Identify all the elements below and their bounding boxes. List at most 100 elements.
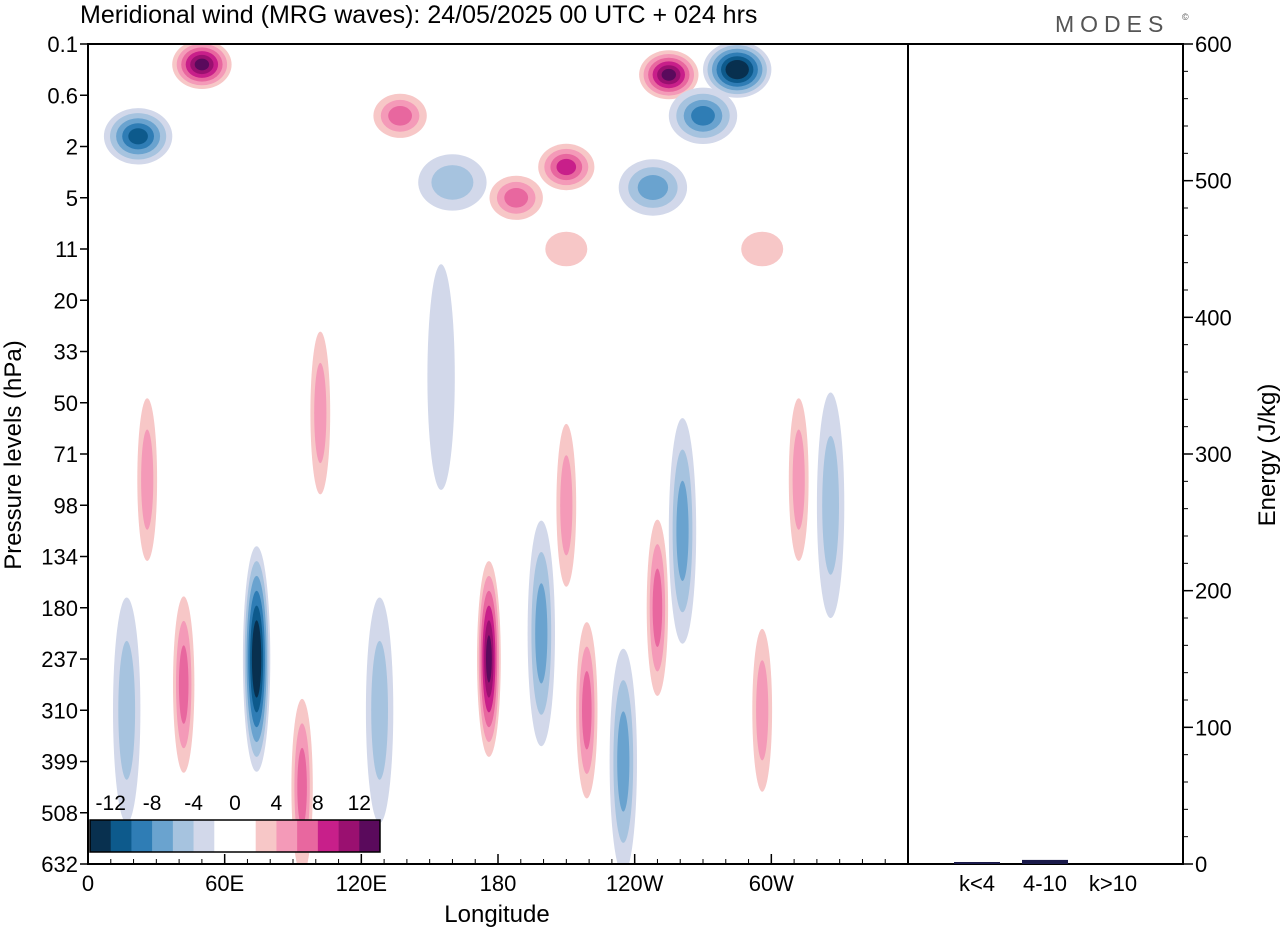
y-tick-label: 237 (41, 647, 78, 672)
heatmap-cell (532, 220, 601, 278)
heatmap-cell (617, 711, 630, 812)
y-axis-label: Pressure levels (hPa) (0, 340, 27, 569)
colorbar-swatch (359, 820, 381, 852)
colorbar-label: 0 (229, 792, 241, 815)
x-tick-label: 60E (205, 871, 244, 896)
x-tick-label: 120W (606, 871, 664, 896)
y-tick-label: 0.6 (47, 83, 78, 108)
heatmap-cell (504, 188, 529, 208)
heatmap-cell (113, 597, 141, 824)
colorbar-swatch (338, 820, 360, 852)
colorbar-swatch (193, 820, 215, 852)
heatmap-cell (668, 87, 738, 144)
heatmap-cell (527, 520, 555, 747)
y-tick-label: 399 (41, 750, 78, 775)
heatmap-cell (475, 546, 503, 772)
x-tick-label: 60W (749, 871, 794, 896)
y-tick-label: 508 (41, 801, 78, 826)
colorbar-label: 8 (312, 792, 324, 815)
heatmap-cell (637, 175, 669, 200)
colorbar-swatch (110, 820, 132, 852)
y-tick-label: 20 (54, 288, 78, 313)
colorbar-swatch (131, 820, 153, 852)
x-tick-label: 120E (336, 871, 387, 896)
heatmap-cell (242, 546, 271, 772)
heatmap-cell (133, 366, 161, 593)
heatmap-cell (371, 640, 388, 780)
heatmap-cell (785, 366, 813, 593)
heatmap-field (103, 44, 845, 864)
energy-category-label: 4-10 (1023, 871, 1067, 896)
colorbar-label: 4 (271, 792, 283, 815)
colorbar-swatch (317, 820, 339, 852)
x-axis: 0 60E 120E 180 120W 60W (82, 854, 909, 896)
heatmap-cell (703, 44, 772, 98)
energy-frame (907, 43, 1184, 865)
heatmap-cell (427, 264, 455, 490)
heatmap-cell (661, 68, 676, 81)
heatmap-cell (288, 674, 316, 864)
heatmap-cell (365, 87, 435, 144)
energy-tick-label: 300 (1195, 442, 1232, 467)
energy-category-label: k>10 (1089, 871, 1137, 896)
x-axis-label: Longitude (444, 901, 549, 928)
energy-tick-label: 0 (1195, 852, 1207, 877)
colorbar-swatch (235, 820, 257, 852)
heatmap-cell (582, 671, 592, 750)
colorbar-swatch (276, 820, 298, 852)
energy-bar (954, 862, 1000, 864)
energy-bars: k<4 4-10 k>10 (954, 859, 1137, 896)
brand-text: MODES (1055, 11, 1169, 37)
heatmap-cell (194, 58, 210, 71)
heatmap-cell (128, 128, 148, 145)
y-tick-label: 71 (54, 442, 78, 467)
y-tick-label: 98 (54, 493, 78, 518)
colorbar-swatch (152, 820, 174, 852)
y-tick-label: 33 (54, 340, 78, 365)
heatmap-cell (668, 418, 697, 644)
y-tick-label: 2 (66, 135, 78, 160)
heatmap-cell (141, 429, 154, 530)
heatmap-cell (634, 46, 703, 103)
energy-tick-label: 100 (1195, 715, 1232, 740)
brand-mark: © (1182, 12, 1189, 22)
brand-logo: MODES © (1055, 11, 1189, 37)
heatmap-cell (816, 392, 845, 619)
energy-tick-label: 200 (1195, 579, 1232, 604)
y-tick-label: 134 (41, 545, 78, 570)
heatmap-cell (532, 138, 601, 196)
heatmap-cell (388, 106, 412, 126)
energy-axis-label: Energy (J/kg) (1254, 384, 1280, 527)
heatmap-cell (741, 231, 784, 267)
x-tick-label: 180 (480, 871, 517, 896)
heatmap-cell (482, 169, 551, 226)
heatmap-cell (691, 106, 715, 126)
heatmap-cell (676, 480, 689, 581)
heatmap-cell (545, 231, 588, 267)
heatmap-cell (306, 300, 334, 526)
colorbar-label: 12 (348, 792, 371, 815)
energy-category-label: k<4 (959, 871, 995, 896)
heatmap-cell (486, 635, 492, 683)
y-tick-label: 50 (54, 391, 78, 416)
heatmap-cell (652, 568, 663, 647)
y-axis: 0.1 0.6 2 5 11 20 33 50 71 98 134 180 237 310 399 508 63… (41, 32, 88, 877)
y-tick-label: 632 (41, 852, 78, 877)
energy-tick-label: 400 (1195, 305, 1232, 330)
heatmap-cell (560, 455, 573, 556)
colorbar-frame (89, 819, 381, 853)
heatmap-cell (792, 429, 805, 530)
energy-bar (1022, 859, 1068, 864)
energy-tick-label: 500 (1195, 169, 1232, 194)
y-tick-label: 180 (41, 596, 78, 621)
heatmap-cell (728, 220, 797, 278)
chart-title: Meridional wind (MRG waves): 24/05/2025 … (80, 1, 757, 29)
colorbar-label: -4 (184, 792, 203, 815)
heatmap-cell (170, 571, 198, 798)
colorbar-label: -8 (143, 792, 162, 815)
heatmap-cell (573, 597, 601, 824)
heatmap-cell (418, 154, 487, 211)
heatmap-cell (556, 158, 577, 176)
y-tick-label: 5 (66, 186, 78, 211)
